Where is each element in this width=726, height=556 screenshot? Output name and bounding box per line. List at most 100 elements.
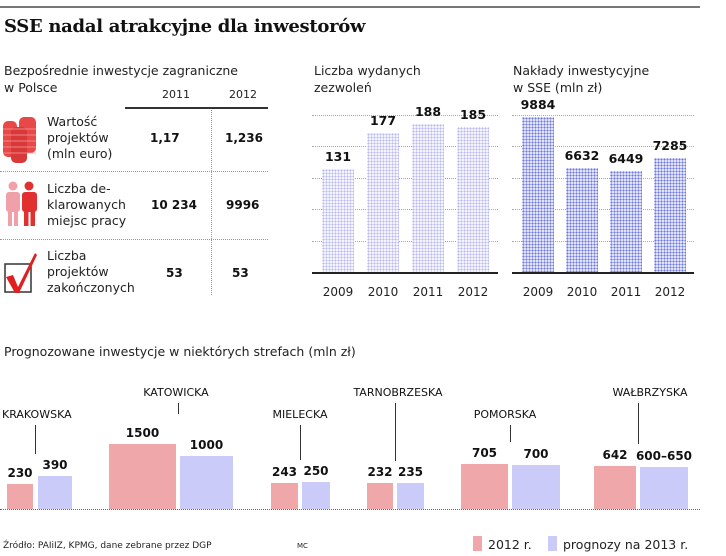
- data-label: 705: [471, 446, 498, 461]
- bar-2012: [367, 483, 393, 509]
- leader-line: [300, 425, 301, 461]
- data-label: 177: [369, 113, 397, 129]
- table-title-line: Bezpośrednie inwestycje zagraniczne: [4, 63, 238, 78]
- row-label-line: Liczba de-: [47, 181, 111, 196]
- leader-line: [510, 425, 511, 443]
- data-label: 390: [42, 457, 68, 472]
- row-divider: [0, 171, 268, 172]
- bar-2012: [7, 483, 33, 509]
- data-label: 600–650: [635, 449, 693, 463]
- bar-2013: [38, 475, 72, 509]
- data-label: 1500: [125, 425, 160, 440]
- cell-value: 1,17: [150, 131, 180, 145]
- baseline: [512, 272, 694, 274]
- zone-label: WAŁBRZYSKA: [612, 386, 688, 399]
- investment-chart: 9884 2009 6632 2010 6449 2011 7285 2012: [512, 96, 694, 300]
- row-label-line: zakończonych: [47, 280, 135, 295]
- people-icon: [6, 181, 37, 226]
- zones-chart-title: Prognozowane inwestycje w niektórych str…: [4, 344, 356, 359]
- gridline: [312, 209, 498, 211]
- cell-value: 1,236: [225, 131, 263, 145]
- gridline: [512, 209, 694, 211]
- leader-line: [178, 403, 179, 414]
- baseline: [312, 272, 498, 274]
- bar-2012: [461, 464, 508, 509]
- row-label: Liczba projektów zakończonych: [47, 248, 135, 296]
- page-title: SSE nadal atrakcyjne dla inwestorów: [4, 16, 366, 37]
- row-label-line: miejsc pracy: [47, 213, 127, 228]
- row-label: Wartość projektów (mln euro): [47, 114, 112, 162]
- data-label: 188: [414, 104, 442, 120]
- x-tick-label: 2010: [566, 285, 598, 299]
- bar: [367, 133, 399, 272]
- header-rule: [125, 107, 268, 109]
- row-label-line: Liczba: [47, 248, 87, 263]
- permits-chart-title: Liczba wydanych zezwoleń: [314, 62, 421, 96]
- permits-chart: 131 2009 177 2010 188 2011 185 2012: [312, 100, 498, 300]
- gridline: [312, 146, 498, 148]
- checkmark-icon: [4, 253, 37, 293]
- top-rule: [0, 6, 700, 8]
- bar: [457, 126, 489, 272]
- column-divider: [211, 110, 212, 295]
- data-label: 9884: [520, 96, 556, 112]
- cell-value: 53: [166, 266, 183, 280]
- bar-2013: [512, 464, 560, 509]
- leader-line: [638, 403, 639, 445]
- data-label: 1000: [189, 437, 224, 452]
- data-label: 243: [271, 464, 298, 479]
- legend-label-2013: prognozy na 2013 r.: [563, 537, 689, 552]
- zone-label: KATOWICKA: [143, 386, 209, 399]
- x-tick-label: 2012: [654, 285, 686, 299]
- x-tick-label: 2011: [412, 285, 444, 299]
- zone-label: TARNOBRZESKA: [353, 386, 443, 399]
- gridline: [512, 115, 694, 116]
- chart-title-line: w SSE (mln zł): [513, 80, 603, 95]
- bar: [566, 167, 598, 272]
- data-label: 131: [324, 149, 352, 165]
- bar-2012: [594, 466, 636, 509]
- data-label: 250: [303, 464, 329, 479]
- zone-label: POMORSKA: [473, 408, 537, 421]
- data-label: 7285: [652, 137, 688, 153]
- x-tick-label: 2009: [522, 285, 554, 299]
- zone-label: KRAKOWSKA: [2, 408, 72, 421]
- bar-2013: [180, 455, 233, 509]
- year-header: 2011: [162, 88, 190, 101]
- bar: [322, 169, 354, 272]
- legend-label-2012: 2012 r.: [488, 537, 532, 552]
- bar: [412, 124, 444, 272]
- data-label: 700: [523, 446, 549, 461]
- gridline: [312, 240, 498, 242]
- gridline: [512, 240, 694, 242]
- bar-2012: [271, 482, 298, 509]
- x-tick-label: 2009: [322, 285, 354, 299]
- data-label: 642: [602, 448, 628, 463]
- bar: [654, 157, 686, 272]
- gridline: [512, 177, 694, 179]
- x-tick-label: 2010: [367, 285, 399, 299]
- bar-2013: [397, 483, 424, 509]
- row-label-line: projektów: [47, 130, 109, 145]
- data-label: 235: [397, 465, 424, 480]
- gridline: [312, 177, 498, 179]
- bar-2013: [640, 467, 688, 509]
- zones-chart: 230 390 KRAKOWSKA 1500 1000 KATOWICKA 243 250 MI…: [0, 370, 726, 515]
- data-label: 6449: [608, 150, 644, 166]
- data-label: 230: [7, 465, 33, 480]
- cell-value: 9996: [226, 198, 260, 212]
- chart-title-line: Nakłady inwestycyjne: [513, 63, 650, 78]
- row-label: Liczba de- klarowanych miejsc pracy: [47, 181, 126, 229]
- legend-swatch-2012: [473, 536, 482, 551]
- cell-value: 10 234: [151, 198, 197, 212]
- bar: [522, 116, 554, 272]
- leader-line: [35, 425, 36, 454]
- data-label: 6632: [564, 147, 600, 163]
- gridline: [312, 115, 498, 116]
- bar-2013: [302, 482, 330, 509]
- data-label: 185: [459, 106, 487, 122]
- chart-title-line: Liczba wydanych: [314, 63, 421, 78]
- investment-chart-title: Nakłady inwestycyjne w SSE (mln zł): [513, 62, 649, 96]
- x-tick-label: 2012: [457, 285, 489, 299]
